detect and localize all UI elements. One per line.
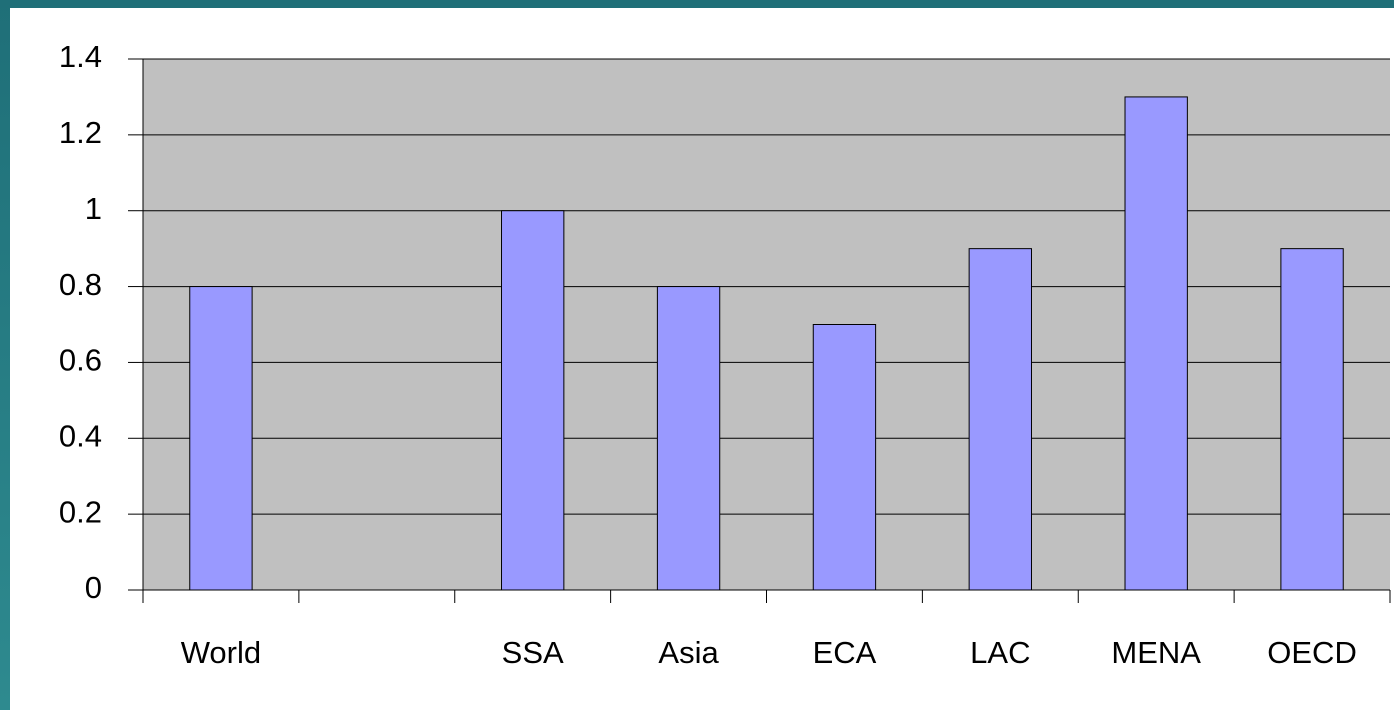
bar [189, 286, 253, 591]
bar [1280, 248, 1344, 591]
y-tick-label: 0.6 [59, 343, 102, 378]
x-tick-label: ECA [813, 635, 877, 670]
x-tick-label: Asia [658, 635, 719, 670]
y-tick-label: 0.4 [59, 418, 102, 453]
y-tick-label: 0 [85, 570, 102, 605]
x-tick-label: MENA [1111, 635, 1201, 670]
x-tick-label: SSA [502, 635, 564, 670]
x-tick-label: LAC [970, 635, 1030, 670]
plot-area [143, 59, 1390, 590]
bar [501, 210, 565, 591]
bar [656, 286, 721, 591]
y-tick-label: 0.2 [59, 494, 102, 529]
y-tick-label: 1 [85, 191, 102, 226]
y-tick-label: 0.8 [59, 267, 102, 302]
bar [812, 324, 877, 591]
y-tick-label: 1.4 [59, 39, 102, 74]
bar [968, 248, 1032, 591]
bar [1124, 96, 1188, 591]
x-tick-label: OECD [1267, 635, 1357, 670]
y-tick-label: 1.2 [59, 115, 102, 150]
x-tick-label: World [181, 635, 261, 670]
